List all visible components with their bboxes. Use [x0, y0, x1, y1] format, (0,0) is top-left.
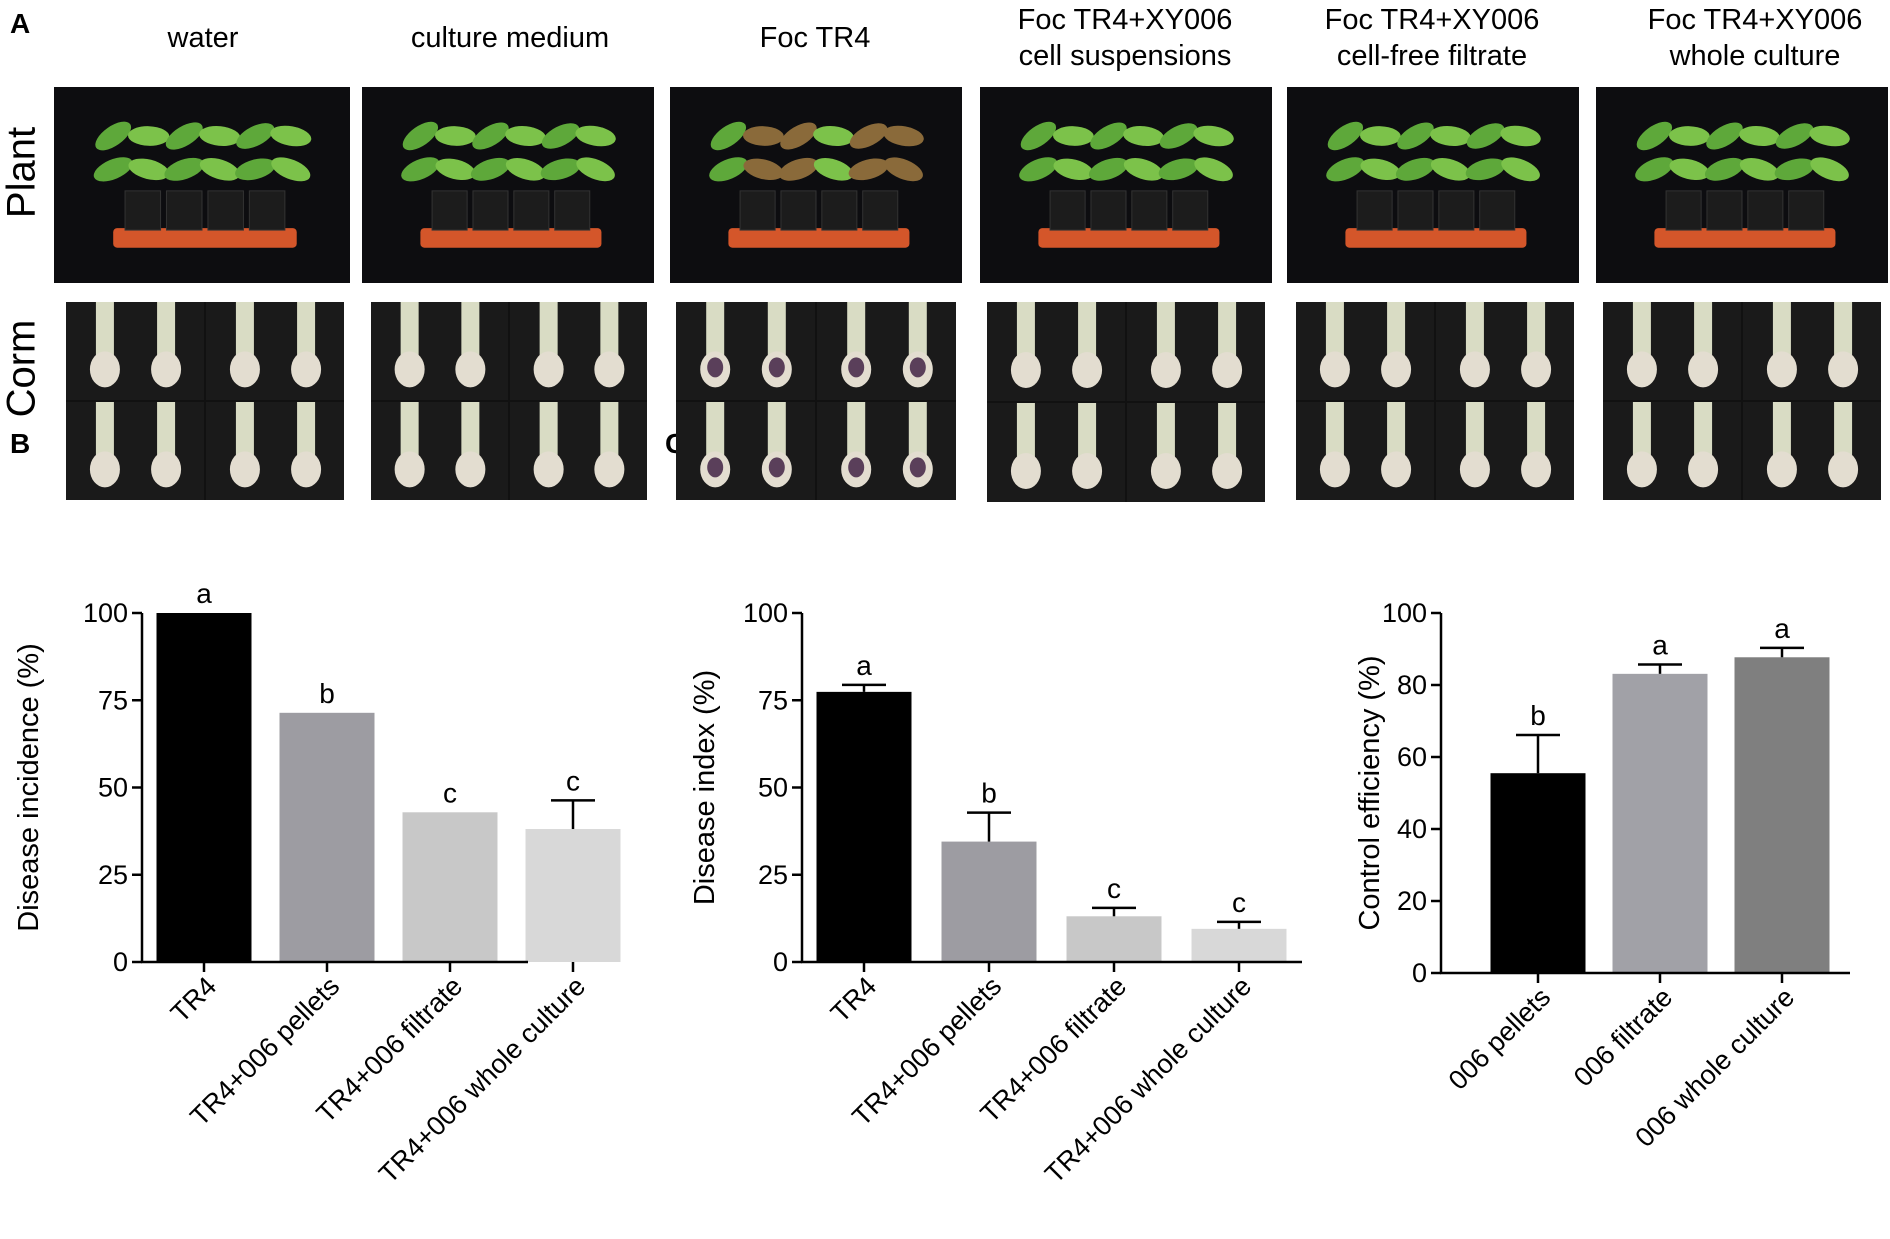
corm-photo-cell [66, 302, 204, 400]
y-tick-label: 0 [113, 947, 128, 977]
plant-photo [1287, 87, 1579, 283]
corm-photo-cell [1436, 302, 1574, 400]
significance-letter: a [856, 650, 872, 681]
corm-photo-cell [1743, 402, 1881, 500]
x-tick-label: 006 filtrate [1568, 982, 1678, 1092]
corm-photo-cell [1296, 402, 1434, 500]
plant-photo [670, 87, 962, 283]
corm-photo-cell [66, 402, 204, 500]
bar [402, 812, 498, 962]
bar [279, 712, 375, 962]
y-tick-label: 50 [758, 773, 788, 803]
y-tick-label: 80 [1397, 670, 1427, 700]
significance-letter: c [566, 765, 580, 796]
significance-letter: a [1774, 613, 1790, 644]
y-tick-label: 50 [98, 773, 128, 803]
corm-photo-cell [371, 402, 508, 500]
corm-photo-cell [817, 402, 956, 500]
y-tick-label: 60 [1397, 742, 1427, 772]
chart-control-efficiency: 0 20 40 60 80 100 Control efficiency (%) b 006 p… [1354, 598, 1850, 1153]
y-tick-label: 40 [1397, 814, 1427, 844]
corm-photo [1296, 302, 1574, 500]
significance-letter: b [319, 678, 335, 709]
significance-letter: a [196, 578, 212, 609]
y-tick-label: 100 [1382, 598, 1427, 628]
corm-photo [676, 302, 956, 500]
corm-photo-cell [987, 403, 1125, 502]
corm-photo-cell [510, 402, 647, 500]
y-tick-label: 100 [743, 598, 788, 628]
y-tick-label: 25 [98, 860, 128, 890]
panel-label-b: B [10, 428, 31, 459]
corm-photo-cell [1743, 302, 1881, 400]
y-tick-label: 75 [98, 685, 128, 715]
bar [941, 841, 1037, 962]
x-tick-label: TR4+006 whole culture [1039, 971, 1257, 1189]
column-label-cell-suspensions: Foc TR4+XY006 cell suspensions [1017, 4, 1233, 72]
significance-letter: c [443, 777, 457, 808]
row-label-plant: Plant [0, 126, 44, 219]
y-tick-label: 20 [1397, 886, 1427, 916]
corm-photo-cell [206, 402, 344, 500]
corm-photo-cell [817, 302, 956, 400]
plant-photo [362, 87, 654, 283]
chart-disease-incidence: 0 25 50 75 100 Disease incidence (%) a TR4 b TR4+… [13, 578, 621, 1189]
y-tick-label: 0 [773, 947, 788, 977]
y-tick-label: 25 [758, 860, 788, 890]
column-label-cell-free-filtrate: Foc TR4+XY006 cell-free filtrate [1324, 4, 1540, 72]
bar [156, 613, 252, 962]
bar [1066, 916, 1162, 962]
corm-photo-cell [1436, 402, 1574, 500]
column-label-foc-tr4: Foc TR4 [759, 22, 871, 54]
corm-photo-cell [1127, 403, 1265, 502]
corm-photo [1603, 302, 1881, 500]
y-tick-label: 100 [83, 598, 128, 628]
corm-photo-cell [1296, 302, 1434, 400]
plant-photo [1596, 87, 1888, 283]
column-label-water: water [167, 22, 239, 54]
y-tick-label: 0 [1412, 958, 1427, 988]
corm-photo [66, 302, 344, 500]
significance-letter: b [1530, 700, 1546, 731]
corm-photo-cell [987, 302, 1125, 401]
bar [1490, 773, 1586, 973]
corm-photo-cell [206, 302, 344, 400]
corm-photo-cell [371, 302, 508, 400]
column-label-culture-medium: culture medium [410, 22, 610, 54]
corm-photo-cell [676, 402, 815, 500]
x-tick-label: 006 pellets [1443, 982, 1557, 1096]
y-axis-label: Control efficiency (%) [1354, 655, 1386, 930]
column-label-whole-culture: Foc TR4+XY006 whole culture [1647, 4, 1863, 72]
bar [525, 829, 621, 962]
corm-photo-cell [676, 302, 815, 400]
bar [1191, 928, 1287, 962]
significance-letter: c [1232, 887, 1246, 918]
significance-letter: c [1107, 873, 1121, 904]
significance-letter: b [981, 778, 997, 809]
chart-disease-index: 0 25 50 75 100 Disease index (%) a TR4 b TR4+006 … [689, 598, 1302, 1189]
significance-letter: a [1652, 629, 1668, 660]
x-tick-label: TR4 [825, 971, 882, 1028]
row-label-corm: Corm [0, 319, 44, 418]
corm-photo-cell [510, 302, 647, 400]
corm-photo-cell [1603, 302, 1741, 400]
bar [1612, 673, 1708, 973]
corm-photo-cell [1127, 302, 1265, 401]
y-axis-label: Disease index (%) [689, 670, 721, 905]
corm-photo [987, 302, 1265, 502]
corm-photo-cell [1603, 402, 1741, 500]
x-tick-label: TR4+006 whole culture [373, 971, 591, 1189]
corm-photo [371, 302, 647, 500]
y-tick-label: 75 [758, 685, 788, 715]
panel-label-a: A [10, 8, 31, 39]
bar [1734, 657, 1830, 973]
plant-photo [980, 87, 1272, 283]
x-tick-label: TR4 [165, 971, 222, 1028]
y-axis-label: Disease incidence (%) [13, 643, 45, 932]
plant-photo [54, 87, 350, 283]
bar [816, 691, 912, 962]
